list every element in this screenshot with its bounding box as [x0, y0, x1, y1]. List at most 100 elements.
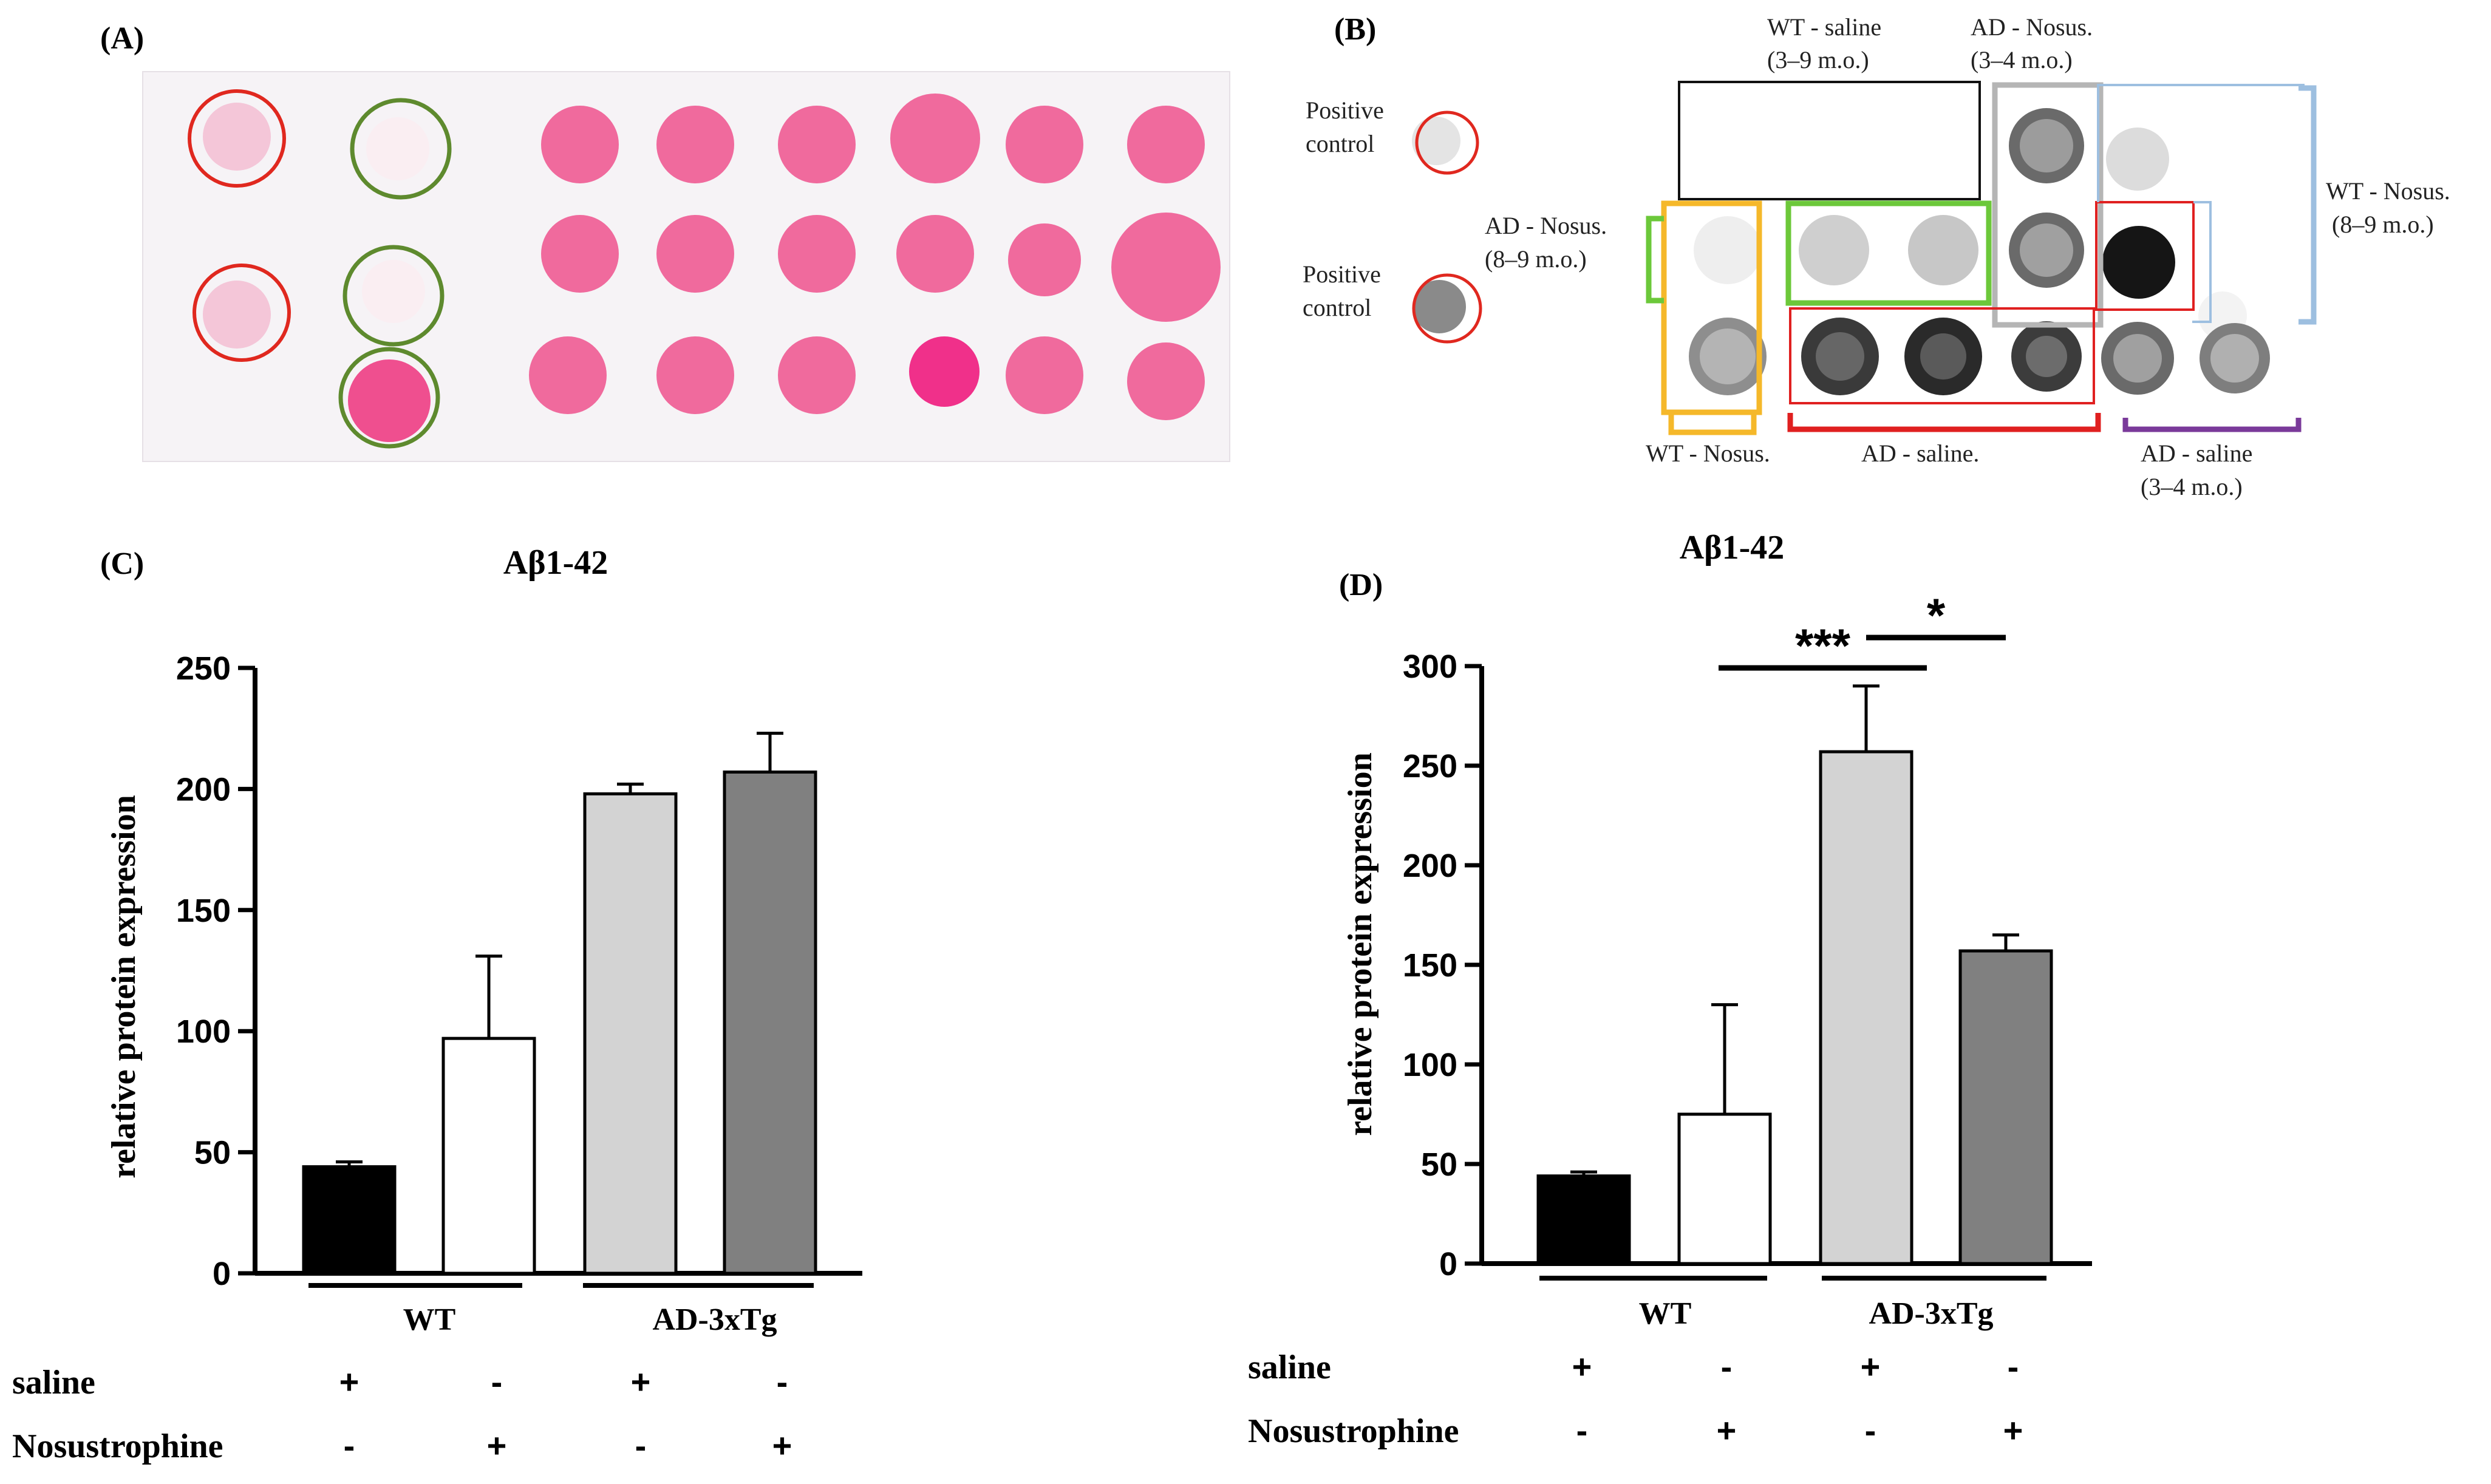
- chart-d-title: Aβ1-42: [1680, 529, 1785, 567]
- chart-d-group-wt: WT: [1639, 1296, 1692, 1331]
- wt-nosus-old-bracket: [2298, 85, 2317, 325]
- wt-saline-box: [1678, 81, 1981, 200]
- y-tick-label: 50: [194, 1135, 231, 1171]
- blot-dot-center: [2210, 334, 2259, 383]
- sample-spot: [1006, 336, 1083, 414]
- ad-nosus-young-box: [1992, 82, 2104, 328]
- y-tick-label: 250: [176, 650, 231, 687]
- wt-nosus-bracket: [1668, 413, 1757, 435]
- y-tick-label: 200: [1403, 848, 1457, 884]
- sample-spot: [541, 106, 619, 183]
- y-tick-label: 50: [1421, 1146, 1457, 1183]
- blank-circle: [350, 98, 452, 200]
- bar-1: [1536, 1174, 1631, 1265]
- y-tick-label: 0: [1439, 1246, 1457, 1282]
- nosus-marker: -: [635, 1426, 647, 1465]
- nosus-marker: -: [344, 1426, 355, 1465]
- label-ad-nosus-young: AD - Nosus. (3–4 m.o.): [1971, 13, 2099, 73]
- y-tick-label: 250: [1403, 748, 1457, 785]
- bar-3: [583, 792, 678, 1275]
- ad-nosus-old-box: [1785, 200, 1992, 306]
- panel-d-label: (D): [1339, 568, 1383, 602]
- saline-marker: -: [1721, 1347, 1733, 1386]
- label-wt-nosus-old: WT - Nosus. (8–9 m.o.): [2326, 177, 2456, 238]
- chart-c-saline-label: saline: [12, 1364, 95, 1401]
- blot-dot-center: [1920, 333, 1966, 380]
- blank-circle: [342, 245, 445, 347]
- sample-spot: [656, 106, 734, 183]
- nosus-marker: -: [1576, 1411, 1588, 1449]
- ad-saline-bracket: [1787, 413, 2101, 432]
- saline-marker: +: [631, 1363, 651, 1401]
- sample-spot: [656, 215, 734, 293]
- chart-d-ylabel: relative protein expression: [1341, 752, 1379, 1136]
- sample-spot: [890, 94, 980, 183]
- sample-spot: [1008, 223, 1081, 296]
- nosus-marker: +: [772, 1426, 792, 1465]
- saline-marker: -: [2008, 1347, 2019, 1386]
- sample-spot-grid: [529, 94, 1221, 420]
- positive-control-circle: [188, 89, 286, 188]
- chart-c-group-ad: AD-3xTg: [652, 1302, 777, 1337]
- nosus-marker: +: [2003, 1411, 2023, 1449]
- saline-marker: +: [1861, 1347, 1881, 1386]
- chart-c: 0 50 100 150 200 250: [176, 650, 862, 1292]
- sample-spot: [529, 336, 607, 414]
- wt-nosus-old-box-top: [2097, 84, 2305, 202]
- sample-spot: [778, 336, 856, 414]
- blot-dot-center: [1700, 328, 1756, 384]
- bar-3: [1819, 750, 1913, 1265]
- ad-saline-box-lower: [1789, 307, 2095, 404]
- blot-dot-center: [1816, 332, 1864, 381]
- control-spot: [203, 281, 271, 349]
- blot-dot: [1412, 117, 1460, 165]
- blot-dot: [1694, 216, 1762, 284]
- bar-2: [441, 1036, 536, 1275]
- sample-spot: [778, 106, 856, 183]
- blot-dot: [1412, 280, 1466, 333]
- saline-marker: +: [1572, 1347, 1592, 1386]
- chart-c-group-wt: WT: [403, 1302, 456, 1337]
- control-spot: [203, 103, 271, 171]
- y-tick-label: 200: [176, 771, 231, 808]
- ad-nosus-old-bracket: [1646, 216, 1664, 304]
- significance-stars: *: [1927, 588, 1946, 642]
- positive-control-circle: [193, 264, 291, 362]
- label-ad-saline-young: AD - saline (3–4 m.o.): [2141, 440, 2258, 500]
- chart-d-condition-markers: + - - + + - - +: [1572, 1347, 2023, 1449]
- wt-nosus-old-box-edge: [2192, 201, 2212, 323]
- bar-4: [723, 770, 817, 1275]
- label-positive-control-2: Positive control: [1303, 260, 1387, 321]
- sample-spot: [1111, 213, 1221, 322]
- blot-dot: [1799, 215, 1869, 285]
- sample-spot: [348, 359, 431, 442]
- nosus-marker: -: [1865, 1411, 1876, 1449]
- blot-dot-center: [2113, 334, 2162, 383]
- chart-c-condition-markers: + - - + + - - +: [339, 1363, 792, 1465]
- sample-spot: [778, 215, 856, 293]
- chart-c-ylabel: relative protein expression: [105, 795, 143, 1179]
- y-tick-label: 300: [1403, 648, 1457, 685]
- sample-spot: [909, 336, 980, 407]
- blank-spot: [366, 117, 429, 180]
- label-wt-saline: WT - saline (3–9 m.o.): [1767, 13, 1887, 73]
- blot-dot-center: [2020, 119, 2073, 172]
- y-tick-label: 150: [176, 893, 231, 929]
- sample-spot: [1127, 342, 1205, 420]
- y-tick-label: 100: [176, 1013, 231, 1050]
- panel-b-blot: Positive control Positive control WT - s…: [1303, 13, 2456, 500]
- bar-1: [302, 1165, 397, 1275]
- y-tick-label: 100: [1403, 1047, 1457, 1083]
- significance-stars: ***: [1795, 619, 1851, 672]
- label-ad-nosus-old: AD - Nosus. (8–9 m.o.): [1485, 212, 1613, 273]
- saline-marker: +: [339, 1363, 360, 1401]
- wt-nosus-box: [1661, 200, 1762, 415]
- sample-spot: [1127, 106, 1205, 183]
- panel-a-label: (A): [100, 21, 144, 56]
- chart-c-title: Aβ1-42: [503, 544, 608, 582]
- bar-2: [1677, 1112, 1772, 1265]
- y-tick-label: 150: [1403, 947, 1457, 984]
- ad-saline-box-upper: [2095, 201, 2195, 311]
- nosus-marker: +: [487, 1426, 507, 1465]
- ad-saline-young-bracket: [2122, 418, 2302, 432]
